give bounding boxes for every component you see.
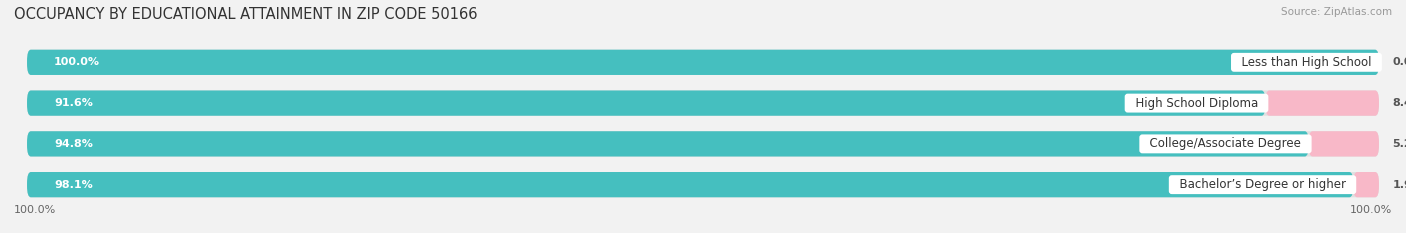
Text: Source: ZipAtlas.com: Source: ZipAtlas.com	[1281, 7, 1392, 17]
Text: High School Diploma: High School Diploma	[1128, 97, 1265, 110]
FancyBboxPatch shape	[27, 131, 1309, 157]
FancyBboxPatch shape	[27, 172, 1353, 197]
Text: Bachelor’s Degree or higher: Bachelor’s Degree or higher	[1171, 178, 1353, 191]
FancyBboxPatch shape	[1309, 131, 1379, 157]
Text: 0.0%: 0.0%	[1392, 57, 1406, 67]
FancyBboxPatch shape	[1353, 172, 1379, 197]
FancyBboxPatch shape	[27, 131, 1379, 157]
Text: College/Associate Degree: College/Associate Degree	[1142, 137, 1309, 150]
Text: 5.2%: 5.2%	[1392, 139, 1406, 149]
FancyBboxPatch shape	[27, 50, 1379, 75]
Text: OCCUPANCY BY EDUCATIONAL ATTAINMENT IN ZIP CODE 50166: OCCUPANCY BY EDUCATIONAL ATTAINMENT IN Z…	[14, 7, 478, 22]
FancyBboxPatch shape	[1265, 90, 1379, 116]
Text: 8.4%: 8.4%	[1392, 98, 1406, 108]
Text: 100.0%: 100.0%	[14, 205, 56, 215]
FancyBboxPatch shape	[27, 90, 1379, 116]
FancyBboxPatch shape	[27, 90, 1265, 116]
Text: 100.0%: 100.0%	[53, 57, 100, 67]
Text: 100.0%: 100.0%	[1350, 205, 1392, 215]
Text: 98.1%: 98.1%	[53, 180, 93, 190]
Text: 91.6%: 91.6%	[53, 98, 93, 108]
FancyBboxPatch shape	[27, 50, 1379, 75]
Text: 94.8%: 94.8%	[53, 139, 93, 149]
Text: Less than High School: Less than High School	[1234, 56, 1379, 69]
FancyBboxPatch shape	[27, 172, 1379, 197]
Text: 1.9%: 1.9%	[1392, 180, 1406, 190]
